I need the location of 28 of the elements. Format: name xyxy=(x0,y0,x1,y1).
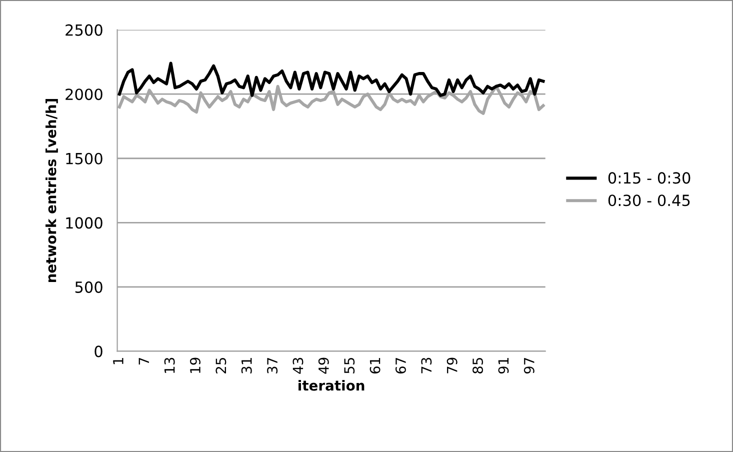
y-tick-label: 0 xyxy=(94,346,102,358)
x-tick-label: 25 xyxy=(216,358,226,374)
x-tick-label: 43 xyxy=(292,358,304,374)
x-tick-label: 13 xyxy=(164,358,175,373)
legend-label: 0:15 - 0:30 xyxy=(608,172,690,184)
y-tick-label: 2000 xyxy=(66,88,102,100)
y-tick-label: 2500 xyxy=(66,24,102,36)
x-tick-label: 55 xyxy=(344,358,355,374)
y-tick-label: 500 xyxy=(75,281,102,293)
x-tick-label: 97 xyxy=(524,358,534,374)
y-axis-title: network entries [veh/h] xyxy=(46,99,58,282)
x-tick-label: 61 xyxy=(370,358,380,374)
x-tick-label: 31 xyxy=(241,358,252,374)
x-tick-label: 91 xyxy=(498,358,509,374)
x-tick-label: 7 xyxy=(138,358,149,364)
legend-label: 0:30 - 0.45 xyxy=(608,194,690,206)
x-tick-label: 79 xyxy=(446,358,458,374)
x-axis-title: iteration xyxy=(298,380,364,391)
x-tick-label: 19 xyxy=(190,358,201,373)
x-tick-label: 1 xyxy=(113,358,124,364)
x-tick-label: 49 xyxy=(318,358,329,374)
y-tick-label: 1000 xyxy=(66,217,102,229)
y-tick-label: 1500 xyxy=(66,152,102,164)
x-tick-label: 37 xyxy=(267,358,278,374)
x-tick-label: 73 xyxy=(421,358,432,374)
x-tick-label: 67 xyxy=(395,358,406,374)
line-series xyxy=(118,62,545,97)
x-tick-label: 85 xyxy=(472,358,484,374)
